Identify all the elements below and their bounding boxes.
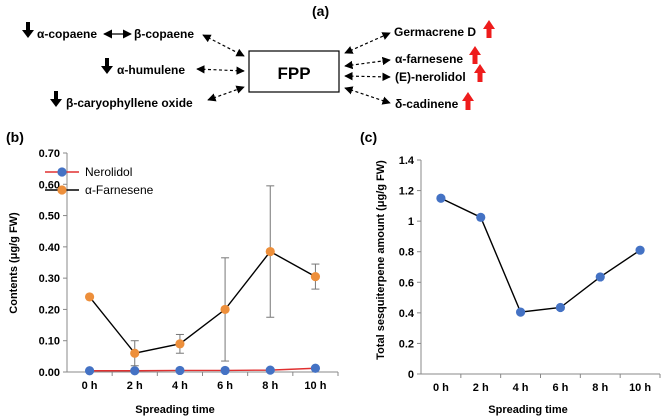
data-point xyxy=(175,339,185,349)
legend-marker xyxy=(57,167,67,177)
data-point xyxy=(175,365,185,376)
y-tick-label: 0 xyxy=(408,369,414,381)
fpp-label: FPP xyxy=(277,64,310,83)
node-germacrene-d: Germacrene D xyxy=(394,25,476,39)
x-tick-label: 4 h xyxy=(513,382,529,394)
series-line xyxy=(89,250,316,355)
dashed-arrow xyxy=(344,32,391,54)
x-tick-label: 6 h xyxy=(217,380,233,392)
data-point xyxy=(515,307,526,317)
data-point xyxy=(130,366,140,376)
node-alpha-farnesene: α-farnesene xyxy=(395,52,463,66)
y-tick-label: 1.2 xyxy=(399,186,414,198)
data-point xyxy=(555,302,566,313)
data-point xyxy=(265,246,275,257)
y-tick-label: 1.4 xyxy=(399,155,415,167)
x-tick-label: 2 h xyxy=(473,382,489,394)
x-tick-label: 6 h xyxy=(552,382,568,394)
series-line xyxy=(440,197,641,313)
y-tick-label: 0.8 xyxy=(399,247,414,259)
fpp-box xyxy=(248,50,340,93)
up-arrow-icon xyxy=(462,92,474,110)
data-point xyxy=(476,212,486,222)
data-point xyxy=(635,245,645,255)
series-line xyxy=(89,367,316,372)
node-beta-copaene: β-copaene xyxy=(134,27,194,41)
x-tick-label: 2 h xyxy=(127,380,143,392)
dashed-arrow xyxy=(344,56,391,70)
node-beta-caryophyllene-oxide: β-caryophyllene oxide xyxy=(66,96,193,110)
y-tick-label: 0.20 xyxy=(39,304,60,316)
x-tick-label: 0 h xyxy=(82,380,98,392)
data-point xyxy=(436,193,446,203)
x-tick-label: 4 h xyxy=(172,380,188,392)
down-arrow-icon xyxy=(50,91,62,107)
dashed-arrow xyxy=(202,34,245,57)
node-e-nerolidol: (E)-nerolidol xyxy=(395,70,466,84)
pathway-diagram: FPP α-copaene β-copaene α-humulene β-car… xyxy=(22,20,495,111)
data-point xyxy=(84,292,95,302)
data-point xyxy=(130,348,140,358)
y-tick-label: 0.6 xyxy=(399,277,414,289)
x-tick-label: 10 h xyxy=(629,382,651,394)
y-tick-label: 0.4 xyxy=(399,308,415,320)
x-tick-label: 8 h xyxy=(592,382,608,394)
x-axis-label: Spreading time xyxy=(488,404,567,416)
y-axis-label: Total sesquiterpene amount (μg/g FW) xyxy=(375,160,387,360)
panel-label-a: (a) xyxy=(312,3,329,19)
panel-label-c: (c) xyxy=(360,129,377,145)
dashed-arrow xyxy=(196,65,245,75)
y-tick-label: 1 xyxy=(408,216,414,228)
chart-contents: Contents (μg/g FW) Spreading time 0.00 0.… xyxy=(8,148,339,416)
legend-marker xyxy=(57,185,67,195)
x-axis-label: Spreading time xyxy=(135,404,214,416)
data-point xyxy=(220,304,230,315)
y-tick-label: 0.10 xyxy=(39,336,60,348)
y-tick-label: 0.30 xyxy=(39,273,60,285)
node-alpha-copaene: α-copaene xyxy=(37,27,97,41)
up-arrow-icon xyxy=(483,20,495,38)
x-tick-label: 0 h xyxy=(433,382,449,394)
y-tick-label: 0.40 xyxy=(39,242,60,254)
legend-label: Nerolidol xyxy=(85,165,132,179)
data-point xyxy=(595,272,605,282)
y-tick-label: 0.70 xyxy=(39,148,60,160)
down-arrow-icon xyxy=(22,22,34,38)
y-axis-label: Contents (μg/g FW) xyxy=(8,212,20,314)
data-point xyxy=(220,365,230,376)
data-point xyxy=(84,366,95,376)
data-point xyxy=(265,365,275,375)
y-tick-label: 0.2 xyxy=(399,338,414,350)
data-point xyxy=(310,363,321,373)
dashed-arrow xyxy=(344,86,391,105)
node-delta-cadinene: δ-cadinene xyxy=(395,97,459,111)
x-tick-label: 8 h xyxy=(262,380,278,392)
panel-label-b: (b) xyxy=(6,129,24,145)
legend-label: α-Farnesene xyxy=(85,183,154,197)
up-arrow-icon xyxy=(469,46,481,64)
x-tick-label: 10 h xyxy=(304,380,326,392)
down-arrow-icon xyxy=(101,58,113,74)
chart-total-sesquiterpene: Total sesquiterpene amount (μg/g FW) Spr… xyxy=(375,155,661,416)
data-point xyxy=(310,271,321,282)
node-alpha-humulene: α-humulene xyxy=(117,63,185,77)
y-tick-label: 0.50 xyxy=(39,211,60,223)
y-tick-label: 0.00 xyxy=(39,367,60,379)
dashed-arrow xyxy=(207,85,245,102)
y-tick-label: 0.60 xyxy=(39,179,60,191)
dashed-arrow xyxy=(344,71,391,82)
up-arrow-icon xyxy=(474,64,486,82)
